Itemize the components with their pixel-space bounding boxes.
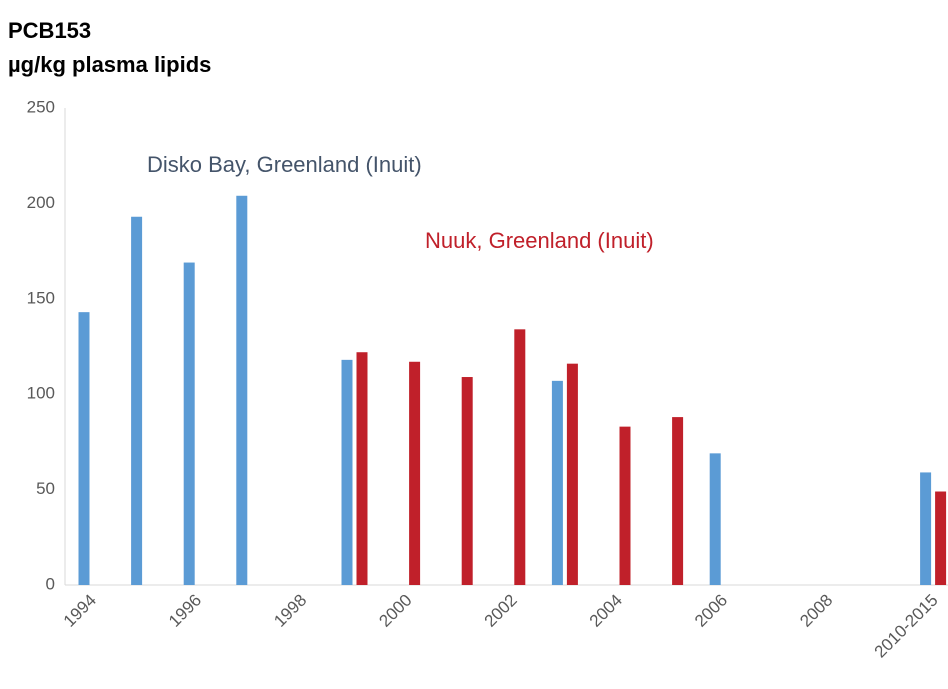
chart-title: PCB153 [8,18,91,43]
bar [131,216,143,586]
bar [619,426,631,585]
y-tick-label: 250 [27,97,55,116]
bar [236,195,248,585]
bar [709,453,721,585]
bar [341,359,353,585]
x-tick-label: 1998 [270,591,310,631]
bar [566,363,578,585]
x-tick-label: 2010-2015 [871,591,942,662]
bar [672,417,684,585]
x-tick-label: 1996 [165,591,205,631]
x-tick-label: 2004 [586,591,626,631]
bar [78,312,90,585]
y-tick-label: 100 [27,384,55,403]
y-tick-label: 0 [46,574,55,593]
x-tick-label: 1994 [60,591,100,631]
bar [935,491,947,585]
x-tick-label: 2000 [375,591,415,631]
bar [920,472,932,585]
y-tick-label: 50 [36,479,55,498]
chart-subtitle: µg/kg plasma lipids [8,52,211,77]
bar [461,377,473,585]
bar [409,361,421,585]
series-label: Nuuk, Greenland (Inuit) [425,228,654,253]
x-tick-label: 2002 [481,591,521,631]
bar [551,380,563,585]
y-tick-label: 200 [27,193,55,212]
bar [514,329,526,585]
x-tick-label: 2006 [691,591,731,631]
series-label: Disko Bay, Greenland (Inuit) [147,152,422,177]
bar [356,352,368,585]
x-tick-label: 2008 [796,591,836,631]
bar [183,262,195,585]
y-tick-label: 150 [27,288,55,307]
